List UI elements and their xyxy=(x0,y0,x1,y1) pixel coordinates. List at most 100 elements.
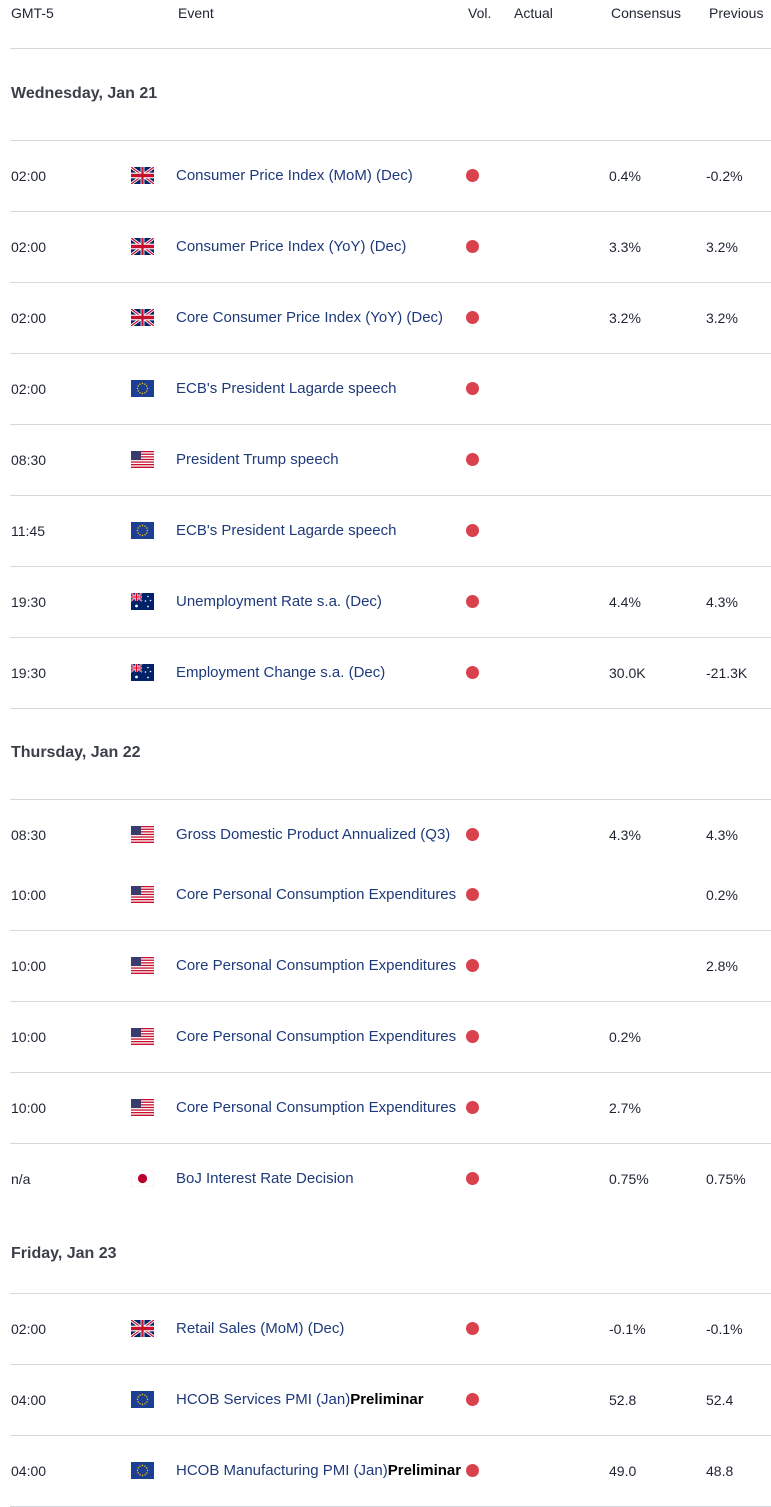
event-row[interactable]: 04:00 HCOB Services PMI (Jan)Preliminar 5… xyxy=(0,1370,771,1430)
event-row[interactable]: 08:30 Gross Domestic Product Annualized … xyxy=(0,805,771,865)
high-volatility-icon xyxy=(466,311,479,324)
event-row[interactable]: 10:00 Core Personal Consumption Expendit… xyxy=(0,936,771,996)
consensus-value: 0.4% xyxy=(609,168,641,184)
high-volatility-icon xyxy=(466,888,479,901)
event-name-link[interactable]: Core Consumer Price Index (YoY) (Dec) xyxy=(176,288,463,348)
event-name: BoJ Interest Rate Decision xyxy=(176,1170,354,1187)
event-name: ECB's President Lagarde speech xyxy=(176,522,397,539)
event-name-link[interactable]: HCOB Services PMI (Jan)Preliminar xyxy=(176,1370,463,1430)
event-name-link[interactable]: ECB's President Lagarde speech xyxy=(176,501,463,561)
high-volatility-icon xyxy=(466,169,479,182)
us-flag-icon xyxy=(131,886,154,903)
row-divider xyxy=(10,1001,771,1002)
consensus-value: 4.4% xyxy=(609,594,641,610)
event-time: 02:00 xyxy=(11,381,47,397)
us-flag-icon xyxy=(131,1099,154,1116)
consensus-value: 30.0K xyxy=(609,665,646,681)
event-time: 04:00 xyxy=(11,1392,47,1408)
event-time: 10:00 xyxy=(11,887,47,903)
previous-header: Previous xyxy=(709,5,764,21)
us-flag-icon xyxy=(131,957,154,974)
high-volatility-icon xyxy=(466,828,479,841)
event-name: Core Personal Consumption Expenditures xyxy=(176,886,457,903)
event-row[interactable]: 10:00 Core Personal Consumption Expendit… xyxy=(0,1007,771,1067)
high-volatility-icon xyxy=(466,382,479,395)
event-name-link[interactable]: Consumer Price Index (YoY) (Dec) xyxy=(176,217,463,277)
event-name-link[interactable]: Consumer Price Index (MoM) (Dec) xyxy=(176,146,463,206)
consensus-value: 52.8 xyxy=(609,1392,637,1408)
high-volatility-icon xyxy=(466,524,479,537)
previous-value: 48.8 xyxy=(706,1463,734,1479)
consensus-header: Consensus xyxy=(611,5,682,21)
event-row[interactable]: 11:45 ECB's President Lagarde speech xyxy=(0,501,771,561)
day-title-divider xyxy=(10,799,771,800)
eu-flag-icon xyxy=(131,380,154,397)
previous-value: 52.4 xyxy=(706,1392,734,1408)
event-row[interactable]: 02:00 Core Consumer Price Index (YoY) (D… xyxy=(0,288,771,348)
event-row[interactable]: 02:00 Consumer Price Index (YoY) (Dec) 3.… xyxy=(0,217,771,277)
row-divider xyxy=(10,930,771,931)
previous-value: 3.2% xyxy=(706,239,738,255)
previous-value: -0.2% xyxy=(706,168,743,184)
event-name-link[interactable]: HCOB Manufacturing PMI (Jan)Preliminar xyxy=(176,1441,463,1501)
event-row[interactable]: 02:00 Retail Sales (MoM) (Dec) -0.1% -0.1% xyxy=(0,1299,771,1359)
event-time: 10:00 xyxy=(11,958,47,974)
event-name-link[interactable]: Core Personal Consumption Expenditures xyxy=(176,1007,463,1067)
event-name-link[interactable]: Gross Domestic Product Annualized (Q3) xyxy=(176,805,463,865)
event-name: HCOB Manufacturing PMI (Jan) xyxy=(176,1462,388,1479)
event-name: Core Personal Consumption Expenditures xyxy=(176,957,457,974)
event-row[interactable]: 08:30 President Trump speech xyxy=(0,430,771,490)
event-name-link[interactable]: Core Personal Consumption Expenditures xyxy=(176,1078,463,1138)
high-volatility-icon xyxy=(466,1322,479,1335)
event-name-link[interactable]: BoJ Interest Rate Decision xyxy=(176,1149,463,1209)
event-name-link[interactable]: Unemployment Rate s.a. (Dec) xyxy=(176,572,463,632)
consensus-value: 3.2% xyxy=(609,310,641,326)
event-header: Event xyxy=(178,5,214,21)
eu-flag-icon xyxy=(131,522,154,539)
us-flag-icon xyxy=(131,451,154,468)
event-row[interactable]: 19:30 Unemployment Rate s.a. (Dec) 4.4% 4.… xyxy=(0,572,771,632)
event-row[interactable]: 02:00 Consumer Price Index (MoM) (Dec) 0.… xyxy=(0,146,771,206)
event-name: President Trump speech xyxy=(176,451,339,468)
event-name-link[interactable]: Employment Change s.a. (Dec) xyxy=(176,643,463,703)
day-divider xyxy=(10,48,771,49)
event-time: 19:30 xyxy=(11,594,47,610)
event-row[interactable]: 02:00 ECB's President Lagarde speech xyxy=(0,359,771,419)
previous-value: -0.1% xyxy=(706,1321,743,1337)
event-name-link[interactable]: Retail Sales (MoM) (Dec) xyxy=(176,1299,463,1359)
uk-flag-icon xyxy=(131,309,154,326)
high-volatility-icon xyxy=(466,1464,479,1477)
event-row[interactable]: 04:00 HCOB Manufacturing PMI (Jan)Prelim… xyxy=(0,1441,771,1501)
event-name-link[interactable]: ECB's President Lagarde speech xyxy=(176,359,463,419)
event-time: 02:00 xyxy=(11,168,47,184)
event-time: 08:30 xyxy=(11,452,47,468)
day-title-divider xyxy=(10,140,771,141)
event-row[interactable]: 10:00 Core Personal Consumption Expendit… xyxy=(0,865,771,925)
event-time: n/a xyxy=(11,1171,31,1187)
event-suffix: Preliminar xyxy=(350,1391,424,1408)
event-suffix: Preliminar xyxy=(387,1462,462,1479)
event-name: Core Personal Consumption Expenditures xyxy=(176,1099,457,1116)
row-divider xyxy=(10,211,771,212)
event-time: 08:30 xyxy=(11,827,47,843)
calendar-header: GMT-5 Event Vol. Actual Consensus Previo… xyxy=(0,0,771,30)
high-volatility-icon xyxy=(466,1030,479,1043)
event-row[interactable]: 10:00 Core Personal Consumption Expendit… xyxy=(0,1078,771,1138)
row-divider xyxy=(10,1143,771,1144)
event-name-link[interactable]: Core Personal Consumption Expenditures xyxy=(176,865,463,925)
high-volatility-icon xyxy=(466,595,479,608)
consensus-value: 0.2% xyxy=(609,1029,641,1045)
event-name-link[interactable]: Core Personal Consumption Expenditures xyxy=(176,936,463,996)
previous-value: -21.3K xyxy=(706,665,748,681)
high-volatility-icon xyxy=(466,666,479,679)
uk-flag-icon xyxy=(131,1320,154,1337)
event-time: 10:00 xyxy=(11,1029,47,1045)
event-name-link[interactable]: President Trump speech xyxy=(176,430,463,490)
timezone-header[interactable]: GMT-5 xyxy=(11,5,54,21)
jp-flag-icon xyxy=(131,1170,154,1187)
row-divider xyxy=(10,1072,771,1073)
event-row[interactable]: 19:30 Employment Change s.a. (Dec) 30.0K -… xyxy=(0,643,771,703)
us-flag-icon xyxy=(131,826,154,843)
event-row[interactable]: n/a BoJ Interest Rate Decision 0.75% 0.75% xyxy=(0,1149,771,1209)
uk-flag-icon xyxy=(131,167,154,184)
